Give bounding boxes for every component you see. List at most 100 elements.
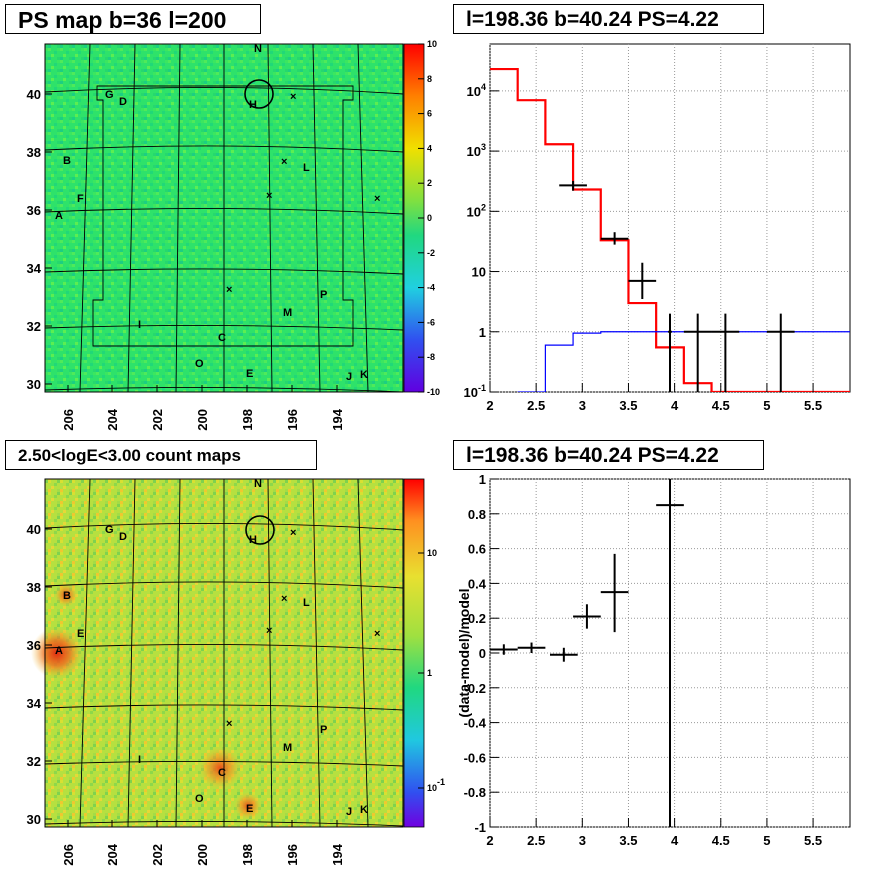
residual-y-axis-label: (data-model)/model [456, 588, 472, 717]
tick-label: 196 [285, 409, 300, 431]
tick-label: 102 [467, 202, 486, 219]
source-label: N [254, 478, 262, 490]
source-label: G [105, 524, 114, 536]
tick-label: 10 [427, 548, 437, 558]
source-label: H [249, 534, 257, 546]
colorbar-tick-label: -10 [427, 387, 440, 397]
count-map-axes: 206 204 202 200 198 196 194 40 38 36 34 32 30 [27, 522, 345, 866]
tick-label: 194 [330, 408, 345, 430]
source-label: J [346, 806, 352, 818]
source-label: M [283, 742, 292, 754]
source-label: K [360, 369, 368, 381]
tick-label: 30 [27, 812, 41, 827]
tick-label: 2.5 [527, 833, 545, 848]
hot-spot-C [198, 746, 242, 790]
source-label: D [119, 531, 127, 543]
tick-label: 10-1 [464, 383, 486, 400]
residual-axes: 2 2.5 3 3.5 4 4.5 5 5.5 1 0.8 0.6 0.4 0.2 0 -0.2 -0.4 -0… [464, 472, 823, 848]
br-panel-title: l=198.36 b=40.24 PS=4.22 [453, 440, 764, 470]
source-label: L [303, 597, 310, 609]
tick-label: 1 [479, 325, 486, 340]
tick-label: 5.5 [804, 833, 822, 848]
colorbar-tick-label: 4 [427, 143, 432, 153]
hot-spot-A [31, 627, 83, 679]
tick-label: 0.6 [468, 542, 486, 557]
tick-label: 103 [467, 142, 486, 159]
tick-label: 4.5 [712, 833, 730, 848]
tick-label: 3 [579, 398, 586, 413]
cross-marker: × [266, 190, 272, 202]
source-label: J [346, 371, 352, 383]
ps-map-cross-markers: × × × × × [226, 91, 380, 296]
tick-label: 198 [240, 409, 255, 431]
tick-label: 2 [486, 833, 493, 848]
source-label: P [320, 724, 327, 736]
tick-label: 34 [27, 261, 42, 276]
colorbar-tick-label: 2 [427, 178, 432, 188]
source-label: O [195, 793, 204, 805]
tick-label: -0.8 [464, 785, 486, 800]
tick-label: 36 [27, 203, 41, 218]
tick-label: 1 [479, 472, 486, 487]
tick-label: 4 [671, 833, 679, 848]
spectrum-grid [489, 44, 850, 393]
ps-map-target-circle [244, 79, 274, 109]
tick-label: 3 [579, 833, 586, 848]
tick-label: 204 [105, 843, 120, 865]
tick-label: 196 [285, 844, 300, 866]
source-label: I [138, 754, 141, 766]
tick-label: 38 [27, 580, 41, 595]
source-label: K [360, 804, 368, 816]
tick-label: 5 [763, 398, 770, 413]
tick-label: 104 [467, 82, 486, 99]
tick-label: 0.4 [468, 576, 487, 591]
ps-map-panel: N GD B F A L P M I C O E J K H × × × × × 10 8 6 4 2 0 -2 -4 -6… [27, 39, 440, 431]
ps-map-colorbar [404, 44, 424, 392]
tick-label: 40 [27, 522, 41, 537]
tl-panel-title: PS map b=36 l=200 [5, 4, 261, 34]
tick-label: 3.5 [619, 398, 637, 413]
tick-label: -0.6 [464, 750, 486, 765]
tick-label: 206 [61, 844, 76, 866]
tick-label: 202 [150, 844, 165, 866]
tr-panel-title: l=198.36 b=40.24 PS=4.22 [453, 4, 764, 34]
source-label: E [246, 368, 253, 380]
tick-label: 204 [105, 408, 120, 430]
tick-label: 30 [27, 377, 41, 392]
count-map-cross-markers: × × × × × [226, 527, 380, 730]
colorbar-tick-label: 0 [427, 213, 432, 223]
tick-label: 4.5 [712, 398, 730, 413]
tick-label: 0.8 [468, 507, 486, 522]
tick-label: -0.2 [464, 681, 486, 696]
source-label: C [218, 332, 226, 344]
cross-marker: × [226, 718, 232, 730]
source-label: P [320, 289, 327, 301]
tick-label: 5 [763, 833, 770, 848]
tick-label: 206 [61, 409, 76, 431]
bl-panel-title: 2.50<logE<3.00 count maps [5, 440, 317, 470]
colorbar-tick-label: 8 [427, 74, 432, 84]
tick-label: 32 [27, 754, 41, 769]
cross-marker: × [290, 527, 296, 539]
tick-label: 2.5 [527, 398, 545, 413]
count-map-graticule [45, 479, 403, 827]
tick-label: 4 [671, 398, 679, 413]
source-label: E [246, 803, 253, 815]
source-label: F [77, 193, 84, 205]
colorbar-tick-label: 10 [427, 39, 437, 49]
source-label: L [303, 162, 310, 174]
cross-marker: × [374, 193, 380, 205]
tick-label: 10-1 [427, 777, 445, 793]
tick-label: 200 [195, 409, 210, 431]
tick-label: 38 [27, 145, 41, 160]
source-label: O [195, 358, 204, 370]
colorbar-tick-label: -4 [427, 283, 435, 293]
source-label: A [55, 645, 63, 657]
tick-label: 34 [27, 696, 42, 711]
tick-label: 202 [150, 409, 165, 431]
source-label: E [77, 628, 84, 640]
residual-panel: 2 2.5 3 3.5 4 4.5 5 5.5 1 0.8 0.6 0.4 0.2 0 -0.2 -0.4 -0… [456, 472, 851, 848]
